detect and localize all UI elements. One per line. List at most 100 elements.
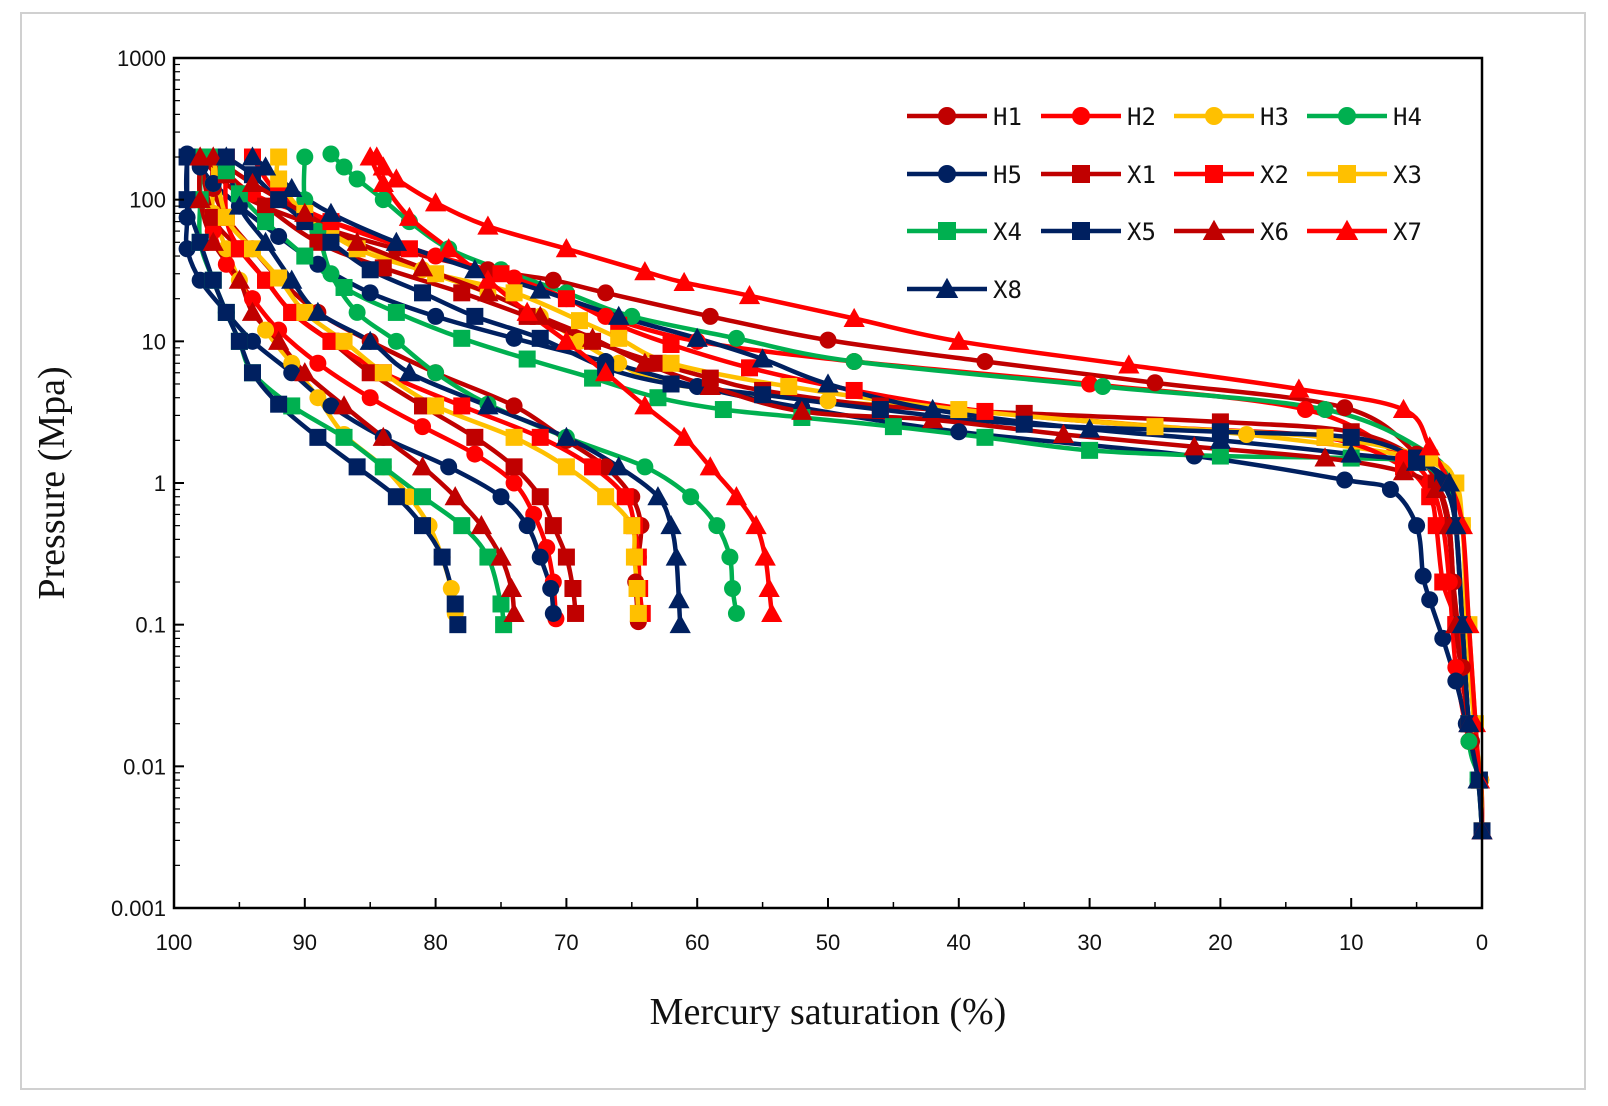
series-x8-point: [1078, 418, 1101, 438]
series-x4-point: [387, 303, 405, 321]
series-h5-point: [505, 329, 523, 347]
series-x7-point: [372, 156, 394, 176]
series-x8-point: [464, 259, 486, 279]
series-x8-point: [608, 305, 630, 325]
series-h3-point: [442, 580, 460, 598]
series-h4-point: [623, 307, 641, 325]
series-x5-point: [230, 332, 248, 350]
series-x6-point: [500, 577, 523, 598]
series-x6-point: [503, 602, 525, 622]
series-h4-point: [845, 353, 863, 371]
series-x4-point: [453, 517, 471, 535]
series-x3-point: [610, 329, 628, 347]
series-x3-point: [243, 240, 261, 258]
series-x3-point: [1146, 418, 1164, 436]
series-h5-point: [1381, 480, 1399, 498]
legend: H1 H2 H3 H4 H5 X1 X2 X3 X4 X5 X6 X7 X8: [907, 103, 1422, 304]
series-x7-point: [673, 271, 695, 292]
series-x1-point: [466, 428, 484, 446]
series-x4-point: [296, 247, 314, 265]
series-h1-point: [976, 353, 994, 371]
series-h5-point: [492, 488, 510, 506]
series-h4-point: [335, 158, 353, 176]
legend-x4-label: X4: [993, 218, 1022, 246]
series-x4-point: [518, 350, 536, 368]
series-x7-point: [555, 238, 578, 258]
series-x6-point: [294, 362, 316, 382]
series-h1-point: [505, 397, 523, 415]
series-x6-point: [228, 269, 251, 289]
series-h5-point: [178, 240, 196, 258]
series-h2-point: [414, 418, 432, 436]
series-x4-point: [492, 595, 510, 613]
series-h4-point: [1316, 401, 1334, 419]
series-x5-point: [449, 616, 467, 634]
series-x2-point: [1434, 573, 1452, 591]
x-tick-label: 0: [1476, 930, 1488, 955]
legend-h2-label: H2: [1127, 103, 1156, 131]
series-x7-point: [372, 172, 394, 193]
series-x8-point: [647, 486, 669, 506]
series-x1-point: [531, 488, 549, 506]
series-h5-point: [204, 175, 222, 193]
series-x5-point: [466, 307, 484, 325]
series-x6-point: [333, 395, 355, 415]
series-x2-point: [557, 290, 575, 308]
series-x6-point: [241, 172, 264, 193]
series-x1-point: [567, 604, 585, 622]
series-x5-point: [1342, 428, 1360, 446]
axes-layer: 100 90 80 70 60 50 40 30 20 10 00.0010.010.1110100…: [111, 46, 1488, 955]
series-x5-point: [348, 458, 366, 476]
series-x7-point: [761, 602, 783, 622]
series-x1-point: [505, 458, 523, 476]
series-x4-point: [884, 418, 902, 436]
series-x4-point: [714, 401, 732, 419]
series-x8-point: [817, 373, 839, 393]
series-x3-point: [662, 354, 680, 372]
series-x8-point: [281, 269, 303, 289]
legend-x2-marker: [1205, 165, 1223, 183]
series-x2-point: [400, 240, 418, 258]
series-h2-point: [361, 389, 379, 407]
chart: 100 90 80 70 60 50 40 30 20 10 00.0010.010.1110100…: [31, 46, 1493, 1033]
series-h4-point: [296, 148, 314, 166]
series-x1-point: [204, 208, 222, 226]
series-x4-point: [335, 428, 353, 446]
series-x1-extrusion-line: [197, 154, 578, 616]
series-x8-point: [669, 614, 691, 634]
series-h2-point: [427, 247, 445, 265]
series-x5-point: [871, 401, 889, 419]
series-x7-point: [398, 206, 421, 226]
series-x3-point: [780, 377, 798, 395]
series-x8-point: [922, 398, 944, 419]
series-x2-point: [662, 335, 680, 353]
legend-h3-marker: [1205, 107, 1223, 125]
series-x6-point: [1314, 447, 1336, 467]
series-x8-point: [215, 146, 237, 166]
series-x8-point: [320, 202, 342, 222]
series-h5-point: [283, 364, 301, 382]
series-h3-point: [1238, 425, 1256, 443]
series-x7-point: [754, 546, 776, 566]
series-x7-point: [1118, 354, 1140, 374]
series-x7-point: [1288, 378, 1310, 398]
series-x8-point: [398, 362, 421, 382]
series-x8-point: [359, 330, 381, 350]
figure-frame: 100 90 80 70 60 50 40 30 20 10 0 0.001 0.01 0.1 1 10 100…: [20, 12, 1586, 1090]
series-x1-point: [544, 517, 562, 535]
series-x8-point: [1405, 451, 1428, 471]
series-x2-point: [283, 303, 301, 321]
series-x6-point: [699, 375, 721, 395]
legend-h2-marker: [1072, 107, 1090, 125]
series-x1-point: [414, 397, 432, 415]
series-h5-point: [191, 271, 209, 289]
series-x4-point: [257, 213, 275, 231]
series-x6-point: [470, 515, 493, 535]
series-x4-point: [649, 389, 667, 407]
series-h3-point: [400, 488, 418, 506]
series-x4-point: [283, 397, 301, 415]
series-h4-point: [374, 191, 392, 209]
series-x5-point: [531, 329, 549, 347]
legend-x1-label: X1: [1127, 161, 1156, 189]
series-x5-point: [191, 233, 209, 251]
